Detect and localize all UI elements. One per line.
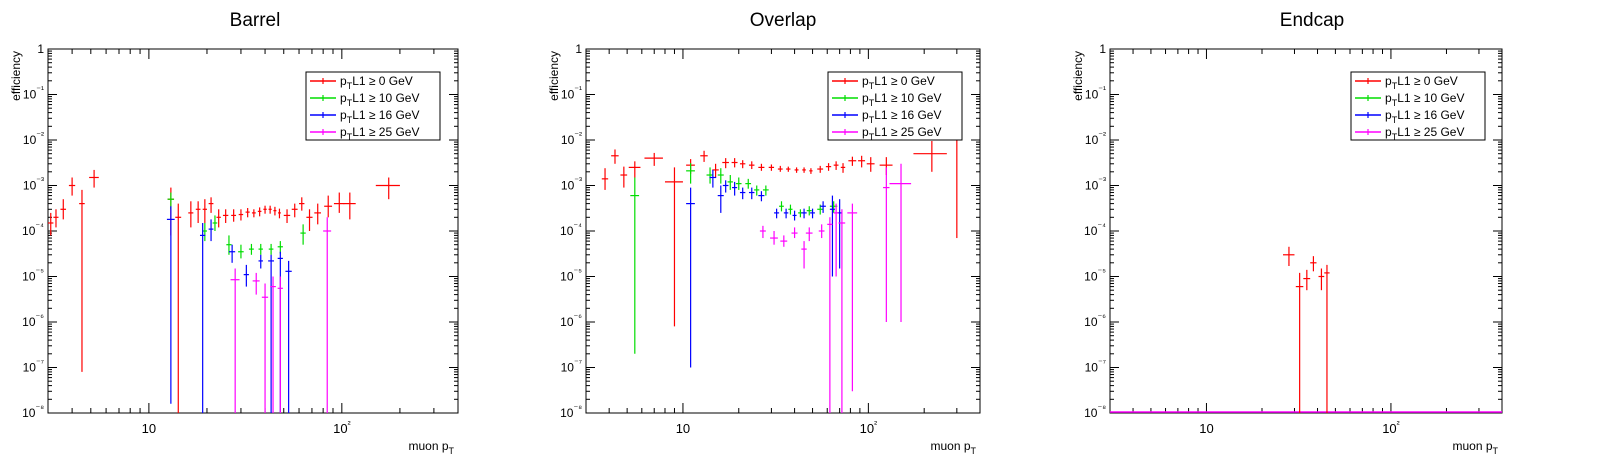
y-tick-label: 10⁻² [561,130,582,147]
y-tick-label: 10⁻⁸ [560,403,582,420]
legend-entry: pTL1 ≥ 25 GeV [340,125,419,142]
x-tick-label: 10 [1199,421,1213,436]
y-tick-label: 10⁻¹ [1085,85,1106,102]
y-tick-label: 10⁻⁸ [22,403,44,420]
y-tick-label: 10⁻⁴ [1084,221,1106,238]
series-1 [167,192,306,259]
y-tick-label: 10⁻³ [561,176,582,193]
series-3 [230,217,332,413]
legend-entry: pTL1 ≥ 25 GeV [862,125,941,142]
x-tick-label: 10² [333,419,350,436]
chart-title: Barrel [230,10,281,31]
chart-title: Endcap [1280,10,1344,31]
x-axis-label: muon pT [930,439,976,456]
y-tick-label: 10⁻⁶ [560,312,582,329]
y-tick-label: 10⁻³ [23,176,44,193]
series-0 [601,140,958,327]
chart-panel-overlap: Overlap 10⁻⁸ 10⁻⁷ 10⁻⁶ 10⁻⁵ 10⁻⁴ 10⁻³ 10⁻² 10⁻¹ 1… [547,10,981,456]
y-tick-label: 1 [1099,42,1106,56]
legend-entry: pTL1 ≥ 10 GeV [862,91,941,108]
y-tick-label: 10⁻² [1085,130,1106,147]
y-tick-label: 10⁻¹ [23,85,44,102]
legend-entry: pTL1 ≥ 25 GeV [1385,125,1464,142]
y-axis-label: efficiency [1071,51,1085,101]
y-tick-label: 10⁻¹ [561,85,582,102]
y-tick-label: 10⁻⁵ [1084,267,1106,284]
y-tick-label: 10⁻⁷ [1085,358,1106,375]
x-tick-label: 10² [860,419,877,436]
y-tick-label: 10⁻³ [1085,176,1106,193]
chart-title: Overlap [750,10,817,31]
y-tick-label: 10⁻⁷ [23,358,44,375]
y-tick-label: 10⁻⁶ [22,312,44,329]
legend-entry: pTL1 ≥ 0 GeV [340,74,413,91]
y-tick-label: 10⁻⁴ [22,221,44,238]
x-tick-label: 10 [676,421,690,436]
y-tick-label: 10⁻⁵ [560,267,582,284]
legend-entry: pTL1 ≥ 16 GeV [862,108,941,125]
chart-panel-endcap: Endcap 10⁻⁸ 10⁻⁷ 10⁻⁶ 10⁻⁵ 10⁻⁴ 10⁻³ 10⁻² 10⁻¹ 1 1… [1071,10,1503,456]
series-3 [759,163,912,413]
legend-entry: pTL1 ≥ 10 GeV [1385,91,1464,108]
y-axis-label: efficiency [547,51,561,101]
chart-panel-barrel: Barrel 10⁻⁸ 10⁻⁷ 10⁻⁶ 10⁻⁵ 10⁻⁴ 10⁻³ 10⁻² 10⁻¹ 1 1… [9,10,459,456]
legend-entry: pTL1 ≥ 10 GeV [340,91,419,108]
legend-entry: pTL1 ≥ 0 GeV [862,74,935,91]
series-2 [686,169,842,368]
x-tick-label: 10² [1382,419,1399,436]
y-tick-label: 10⁻⁵ [22,267,44,284]
y-axis-label: efficiency [9,51,23,101]
legend-entry: pTL1 ≥ 16 GeV [340,108,419,125]
y-tick-label: 10⁻² [23,130,44,147]
series-0 [1283,246,1330,413]
y-tick-label: 1 [575,42,582,56]
series-0 [48,169,400,413]
legend-box [305,71,441,141]
x-axis-label: muon pT [408,439,454,456]
legend-box [1350,71,1486,141]
legend-entry: pTL1 ≥ 16 GeV [1385,108,1464,125]
y-tick-label: 10⁻⁶ [1084,312,1106,329]
legend-entry: pTL1 ≥ 0 GeV [1385,74,1458,91]
series-1 [630,163,838,354]
y-tick-label: 10⁻⁷ [561,358,582,375]
y-tick-label: 10⁻⁸ [1084,403,1106,420]
y-tick-label: 1 [37,42,44,56]
legend-box [827,71,963,141]
x-tick-label: 10 [142,421,156,436]
x-axis-label: muon pT [1452,439,1498,456]
y-tick-label: 10⁻⁴ [560,221,582,238]
